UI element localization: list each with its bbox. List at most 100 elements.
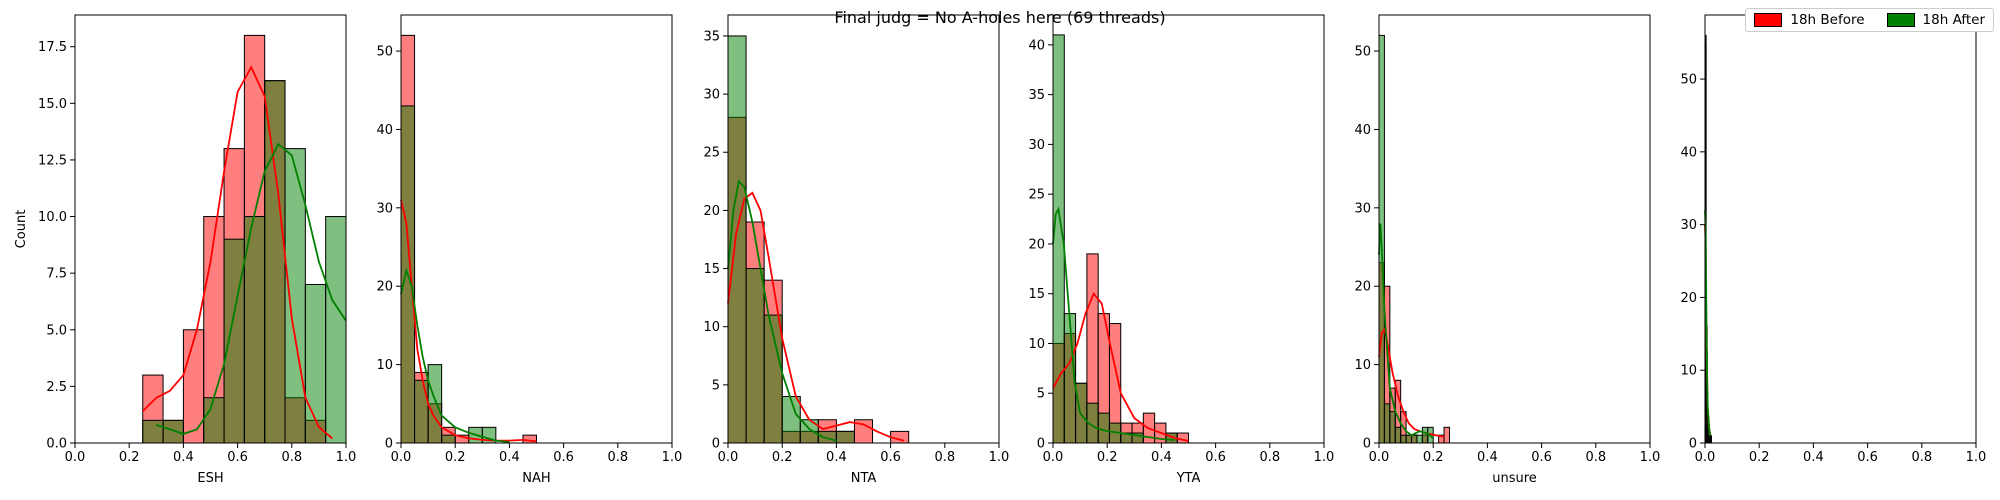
y-tick-label: 0	[1689, 437, 1697, 452]
x-tick-label: 1.0	[336, 450, 357, 465]
bar-after	[441, 434, 456, 444]
y-tick-label: 7.5	[46, 267, 67, 282]
x-tick-label: 0.0	[391, 450, 412, 465]
kde-line-before	[727, 191, 905, 442]
y-tick-label: 5	[712, 378, 720, 393]
y-tick-label: 40	[1680, 145, 1697, 160]
bar-after	[1416, 434, 1423, 444]
bar-before	[182, 329, 205, 444]
x-tick-label: 0.8	[281, 450, 302, 465]
figure-title: Final judg = No A-holes here (69 threads…	[834, 8, 1166, 27]
subplot-1: 0.0 0.2 0.4 0.6 0.8 1.0 0.0 2.5 5.0 7.5 10.0 12.5 15…	[14, 14, 357, 486]
bar-after	[1708, 435, 1711, 444]
bar-after	[162, 419, 184, 444]
x-tick-label: 1.0	[1640, 450, 1661, 465]
x-tick-label: 0.6	[553, 450, 574, 465]
bar-after	[1400, 434, 1407, 444]
x-tick-label: 0.8	[1911, 450, 1932, 465]
y-tick-label: 17.5	[38, 40, 67, 55]
subplot-3: 0.0 0.2 0.4 0.6 0.8 1.0 0 5 10 15 20 25 30 35 NTA	[703, 14, 1009, 486]
bar-before	[1443, 426, 1450, 444]
y-tick-label: 50	[376, 45, 393, 60]
y-tick-label: 10	[1680, 364, 1697, 379]
x-tick-label: 0.6	[1857, 450, 1878, 465]
legend-item-after: 18h After	[1886, 12, 1985, 28]
axes-frame	[1378, 14, 1651, 444]
x-tick-label: 0.2	[119, 450, 140, 465]
y-tick-label: 15	[703, 262, 720, 277]
x-tick-label: 1.0	[662, 450, 683, 465]
bar-after	[203, 397, 225, 444]
kde-line-after	[156, 142, 347, 435]
y-tick-label: 10	[1028, 337, 1045, 352]
bar-after	[414, 379, 429, 444]
bar-after	[745, 268, 765, 444]
x-tick-label: 0.0	[1695, 450, 1716, 465]
axes-frame	[1704, 14, 1977, 444]
y-tick-label: 15	[1028, 287, 1045, 302]
bar-after	[427, 364, 443, 444]
kde-line-after	[1052, 206, 1176, 441]
x-tick-label: 0.6	[880, 450, 901, 465]
bar-after	[264, 80, 286, 444]
bar-after	[781, 395, 801, 444]
bar-after	[1389, 411, 1396, 444]
legend: 18h Before 18h After	[1745, 8, 1994, 32]
x-tick-label: 0.4	[1803, 450, 1824, 465]
axes-frame	[400, 14, 673, 444]
x-tick-label: 0.8	[1259, 450, 1280, 465]
y-tick-label: 15.0	[38, 97, 67, 112]
y-tick-label: 40	[1028, 38, 1045, 53]
bar-after	[1411, 434, 1418, 444]
y-tick-label: 5.0	[46, 323, 67, 338]
x-tick-label: 0.2	[445, 450, 466, 465]
y-tick-label: 20	[1028, 237, 1045, 252]
kde-line-before	[142, 65, 333, 440]
y-tick-label: 0	[385, 437, 393, 452]
y-tick-label: 20	[703, 204, 720, 219]
subplot-6: 0.0 0.2 0.4 0.6 0.8 1.0 0 10 20 30 40 50	[1680, 14, 1986, 465]
y-tick-label: 10.0	[38, 210, 67, 225]
legend-item-before: 18h Before	[1754, 12, 1865, 28]
y-tick-label: 30	[703, 88, 720, 103]
legend-label-after: 18h After	[1922, 12, 1985, 28]
kde-line-after	[1378, 223, 1434, 439]
y-tick-label: 12.5	[38, 153, 67, 168]
x-tick-label: 0.0	[718, 450, 739, 465]
subplot-5: 0.0 0.2 0.4 0.6 0.8 1.0 0 10 20 30 40 50 unsure	[1354, 14, 1661, 486]
legend-swatch-before	[1754, 13, 1783, 27]
y-tick-label: 30	[1354, 201, 1371, 216]
y-tick-label: 50	[1680, 73, 1697, 88]
y-tick-label: 20	[376, 280, 393, 295]
bar-after	[1405, 434, 1413, 444]
bar-after	[1097, 412, 1110, 444]
bar-after	[325, 216, 347, 444]
y-tick-label: 30	[1028, 138, 1045, 153]
y-tick-label: 5	[1037, 387, 1045, 402]
x-tick-label: 0.4	[826, 450, 847, 465]
bar-after	[1421, 426, 1429, 444]
y-tick-label: 25	[1028, 188, 1045, 203]
x-tick-label: 0.2	[1749, 450, 1770, 465]
x-tick-label: 0.6	[227, 450, 248, 465]
y-tick-label: 35	[703, 29, 720, 44]
x-axis-label: ESH	[197, 471, 223, 486]
bar-after	[223, 238, 245, 444]
x-tick-label: 0.6	[1205, 450, 1226, 465]
subplot-2: 0.0 0.2 0.4 0.6 0.8 1.0 0 10 20 30 40 50 NAH	[376, 14, 683, 486]
x-tick-label: 0.0	[1043, 450, 1064, 465]
y-tick-label: 20	[1680, 291, 1697, 306]
x-tick-label: 0.4	[1477, 450, 1498, 465]
kde-line-after	[400, 267, 510, 444]
x-tick-label: 0.4	[499, 450, 520, 465]
y-tick-label: 10	[1354, 358, 1371, 373]
kde-line-after	[727, 179, 837, 442]
x-tick-label: 0.6	[1531, 450, 1552, 465]
kde-line-before	[400, 199, 537, 443]
x-tick-label: 0.8	[1585, 450, 1606, 465]
x-tick-label: 0.8	[934, 450, 955, 465]
bar-after	[1394, 426, 1402, 444]
subplot-4: 0.0 0.2 0.4 0.6 0.8 1.0 0 5 10 15 20 25 30 35 40 YTA	[1028, 14, 1334, 486]
bar-after	[142, 419, 164, 444]
